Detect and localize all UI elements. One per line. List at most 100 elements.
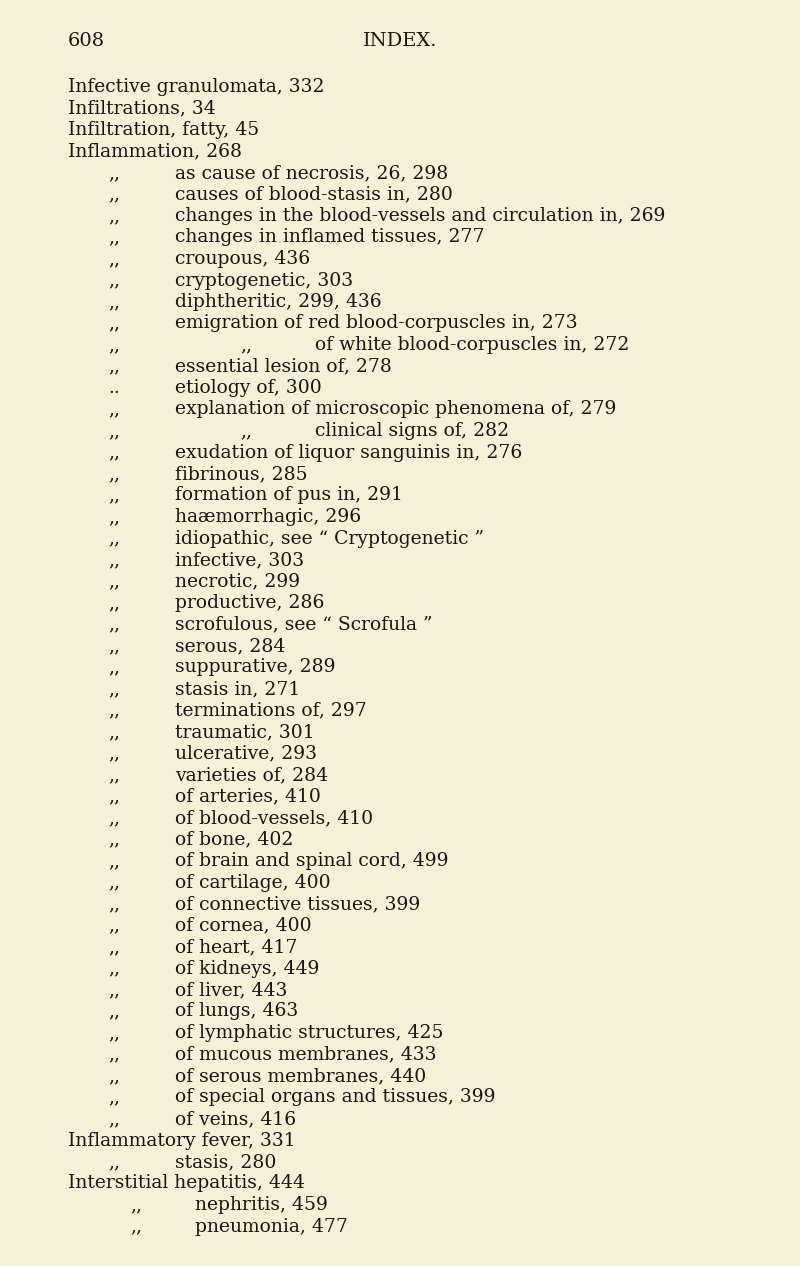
Text: ,,: ,,	[108, 465, 120, 484]
Text: ,,: ,,	[108, 400, 120, 419]
Text: INDEX.: INDEX.	[362, 32, 438, 49]
Text: of kidneys, 449: of kidneys, 449	[175, 960, 319, 977]
Text: ,,: ,,	[108, 208, 120, 225]
Text: ,,: ,,	[108, 680, 120, 698]
Text: explanation of microscopic phenomena of, 279: explanation of microscopic phenomena of,…	[175, 400, 616, 419]
Text: Infiltration, fatty, 45: Infiltration, fatty, 45	[68, 122, 259, 139]
Text: ,,: ,,	[108, 357, 120, 376]
Text: diphtheritic, 299, 436: diphtheritic, 299, 436	[175, 292, 382, 311]
Text: Infiltrations, 34: Infiltrations, 34	[68, 100, 216, 118]
Text: of lungs, 463: of lungs, 463	[175, 1003, 298, 1020]
Text: Interstitial hepatitis, 444: Interstitial hepatitis, 444	[68, 1175, 305, 1193]
Text: fibrinous, 285: fibrinous, 285	[175, 465, 308, 484]
Text: exudation of liquor sanguinis in, 276: exudation of liquor sanguinis in, 276	[175, 443, 522, 462]
Text: ,,: ,,	[108, 1067, 120, 1085]
Text: emigration of red blood-corpuscles in, 273: emigration of red blood-corpuscles in, 2…	[175, 314, 578, 333]
Text: of brain and spinal cord, 499: of brain and spinal cord, 499	[175, 852, 449, 870]
Text: of lymphatic structures, 425: of lymphatic structures, 425	[175, 1024, 443, 1042]
Text: essential lesion of, 278: essential lesion of, 278	[175, 357, 392, 376]
Text: ,,: ,,	[240, 335, 252, 354]
Text: ,,: ,,	[130, 1218, 142, 1236]
Text: ,,: ,,	[108, 809, 120, 827]
Text: of serous membranes, 440: of serous membranes, 440	[175, 1067, 426, 1085]
Text: ,,: ,,	[108, 271, 120, 290]
Text: croupous, 436: croupous, 436	[175, 249, 310, 268]
Text: of white blood-corpuscles in, 272: of white blood-corpuscles in, 272	[315, 335, 630, 354]
Text: suppurative, 289: suppurative, 289	[175, 658, 335, 676]
Text: stasis in, 271: stasis in, 271	[175, 680, 300, 698]
Text: ,,: ,,	[108, 1046, 120, 1063]
Text: formation of pus in, 291: formation of pus in, 291	[175, 486, 403, 504]
Text: ,,: ,,	[108, 335, 120, 354]
Text: ,,: ,,	[240, 422, 252, 441]
Text: of blood-vessels, 410: of blood-vessels, 410	[175, 809, 373, 827]
Text: ,,: ,,	[108, 917, 120, 934]
Text: as cause of necrosis, 26, 298: as cause of necrosis, 26, 298	[175, 165, 448, 182]
Text: of veins, 416: of veins, 416	[175, 1110, 296, 1128]
Text: of heart, 417: of heart, 417	[175, 938, 298, 956]
Text: of liver, 443: of liver, 443	[175, 981, 287, 999]
Text: of bone, 402: of bone, 402	[175, 830, 294, 848]
Text: ,,: ,,	[108, 1153, 120, 1171]
Text: varieties of, 284: varieties of, 284	[175, 766, 328, 784]
Text: ,,: ,,	[108, 744, 120, 762]
Text: 608: 608	[68, 32, 105, 49]
Text: of special organs and tissues, 399: of special organs and tissues, 399	[175, 1089, 495, 1106]
Text: traumatic, 301: traumatic, 301	[175, 723, 314, 741]
Text: serous, 284: serous, 284	[175, 637, 286, 655]
Text: ,,: ,,	[108, 938, 120, 956]
Text: nephritis, 459: nephritis, 459	[195, 1196, 328, 1214]
Text: ,,: ,,	[108, 292, 120, 311]
Text: pneumonia, 477: pneumonia, 477	[195, 1218, 348, 1236]
Text: ,,: ,,	[108, 443, 120, 462]
Text: of cartilage, 400: of cartilage, 400	[175, 874, 330, 891]
Text: ,,: ,,	[108, 186, 120, 204]
Text: Infective granulomata, 332: Infective granulomata, 332	[68, 78, 325, 96]
Text: infective, 303: infective, 303	[175, 551, 304, 568]
Text: ,,: ,,	[108, 314, 120, 333]
Text: ,,: ,,	[108, 960, 120, 977]
Text: ,,: ,,	[108, 1024, 120, 1042]
Text: ,,: ,,	[108, 1003, 120, 1020]
Text: ,,: ,,	[108, 701, 120, 719]
Text: ,,: ,,	[108, 594, 120, 611]
Text: ,,: ,,	[108, 1110, 120, 1128]
Text: ,,: ,,	[108, 830, 120, 848]
Text: changes in the blood-vessels and circulation in, 269: changes in the blood-vessels and circula…	[175, 208, 666, 225]
Text: ,,: ,,	[108, 981, 120, 999]
Text: of connective tissues, 399: of connective tissues, 399	[175, 895, 420, 913]
Text: etiology of, 300: etiology of, 300	[175, 379, 322, 398]
Text: Inflammatory fever, 331: Inflammatory fever, 331	[68, 1132, 296, 1150]
Text: ,,: ,,	[108, 249, 120, 268]
Text: ,,: ,,	[108, 852, 120, 870]
Text: ,,: ,,	[108, 766, 120, 784]
Text: causes of blood-stasis in, 280: causes of blood-stasis in, 280	[175, 186, 453, 204]
Text: ,,: ,,	[108, 615, 120, 633]
Text: terminations of, 297: terminations of, 297	[175, 701, 366, 719]
Text: ,,: ,,	[108, 422, 120, 441]
Text: ,,: ,,	[108, 572, 120, 590]
Text: ,,: ,,	[108, 787, 120, 805]
Text: stasis, 280: stasis, 280	[175, 1153, 276, 1171]
Text: ,,: ,,	[108, 228, 120, 247]
Text: clinical signs of, 282: clinical signs of, 282	[315, 422, 509, 441]
Text: idiopathic, see “ Cryptogenetic ”: idiopathic, see “ Cryptogenetic ”	[175, 529, 484, 547]
Text: ,,: ,,	[108, 551, 120, 568]
Text: ,,: ,,	[130, 1196, 142, 1214]
Text: ulcerative, 293: ulcerative, 293	[175, 744, 317, 762]
Text: of cornea, 400: of cornea, 400	[175, 917, 312, 934]
Text: ,,: ,,	[108, 508, 120, 525]
Text: ,,: ,,	[108, 165, 120, 182]
Text: ,,: ,,	[108, 895, 120, 913]
Text: cryptogenetic, 303: cryptogenetic, 303	[175, 271, 353, 290]
Text: ,,: ,,	[108, 637, 120, 655]
Text: ,,: ,,	[108, 874, 120, 891]
Text: Inflammation, 268: Inflammation, 268	[68, 143, 242, 161]
Text: ,,: ,,	[108, 486, 120, 504]
Text: of arteries, 410: of arteries, 410	[175, 787, 321, 805]
Text: of mucous membranes, 433: of mucous membranes, 433	[175, 1046, 437, 1063]
Text: ,,: ,,	[108, 723, 120, 741]
Text: haæmorrhagic, 296: haæmorrhagic, 296	[175, 508, 361, 525]
Text: changes in inflamed tissues, 277: changes in inflamed tissues, 277	[175, 228, 485, 247]
Text: ,,: ,,	[108, 1089, 120, 1106]
